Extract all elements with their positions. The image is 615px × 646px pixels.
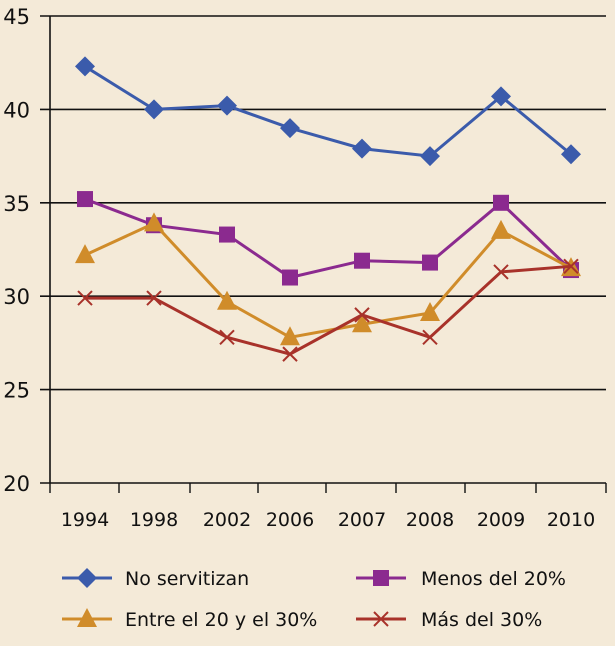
data-point-x bbox=[354, 307, 370, 323]
legend-label: No servitizan bbox=[125, 568, 249, 590]
data-point-triangle bbox=[491, 219, 511, 239]
x-axis: 1994 1998 2002 2006 2007 2008 2009 2010 bbox=[49, 483, 607, 531]
data-point-diamond bbox=[75, 56, 95, 77]
legend: No servitizan Menos del 20% Entre el 20 y … bbox=[62, 568, 566, 631]
data-point-x bbox=[563, 258, 579, 275]
data-point-diamond bbox=[352, 138, 372, 159]
series-3 bbox=[77, 258, 579, 362]
data-point-diamond bbox=[144, 99, 164, 120]
series-line bbox=[84, 65, 572, 158]
x-tick-label: 1998 bbox=[130, 509, 178, 531]
data-point-diamond bbox=[491, 86, 511, 107]
y-tick-label: 40 bbox=[3, 98, 30, 122]
data-point-x bbox=[219, 329, 235, 346]
y-axis: 20 25 30 35 40 45 bbox=[3, 5, 51, 496]
legend-item: Entre el 20 y el 30% bbox=[62, 608, 317, 631]
data-point-triangle bbox=[280, 326, 300, 346]
x-tick-label: 1994 bbox=[61, 509, 109, 531]
series-line bbox=[85, 264, 572, 356]
data-point-square bbox=[282, 269, 298, 286]
data-point-x bbox=[77, 290, 93, 306]
y-tick-label: 45 bbox=[3, 5, 30, 29]
y-tick-label: 30 bbox=[3, 285, 30, 309]
data-point-triangle bbox=[217, 290, 237, 310]
data-point-square bbox=[219, 226, 235, 243]
x-tick-label: 2009 bbox=[477, 509, 525, 531]
y-tick-label: 35 bbox=[3, 192, 30, 216]
data-point-triangle bbox=[75, 244, 95, 264]
data-point-diamond bbox=[561, 144, 581, 165]
series-group bbox=[75, 56, 581, 362]
x-tick-label: 2006 bbox=[266, 509, 314, 531]
data-point-square bbox=[354, 252, 370, 269]
y-tick-label: 25 bbox=[3, 379, 30, 403]
legend-label: Menos del 20% bbox=[421, 568, 566, 590]
data-point-triangle bbox=[352, 313, 372, 333]
data-point-x bbox=[373, 611, 389, 627]
data-point-triangle bbox=[144, 212, 164, 232]
data-point-x bbox=[422, 329, 438, 346]
data-point-square bbox=[493, 194, 509, 211]
data-point-diamond bbox=[77, 568, 97, 588]
series-line bbox=[84, 221, 572, 339]
legend-item: Menos del 20% bbox=[356, 568, 566, 590]
x-tick-label: 2002 bbox=[203, 509, 251, 531]
legend-item: No servitizan bbox=[62, 568, 249, 590]
x-tick-label: 2007 bbox=[338, 509, 386, 531]
data-point-square bbox=[373, 570, 389, 586]
gridlines bbox=[40, 15, 606, 484]
data-point-diamond bbox=[217, 95, 237, 116]
series-0 bbox=[75, 56, 581, 167]
series-line bbox=[84, 197, 573, 280]
data-point-x bbox=[493, 264, 509, 280]
legend-item: Más del 30% bbox=[356, 609, 542, 631]
data-point-triangle bbox=[420, 302, 440, 322]
y-tick-label: 20 bbox=[3, 472, 30, 496]
data-point-square bbox=[77, 191, 93, 208]
legend-label: Entre el 20 y el 30% bbox=[125, 609, 317, 631]
x-tick-label: 2008 bbox=[406, 509, 454, 531]
data-point-x bbox=[282, 346, 298, 362]
legend-label: Más del 30% bbox=[421, 609, 542, 631]
data-point-diamond bbox=[420, 146, 440, 167]
data-point-x bbox=[146, 290, 162, 306]
x-tick-label: 2010 bbox=[547, 509, 595, 531]
data-point-triangle bbox=[77, 608, 97, 627]
data-point-square bbox=[422, 254, 438, 271]
data-point-diamond bbox=[280, 118, 300, 139]
